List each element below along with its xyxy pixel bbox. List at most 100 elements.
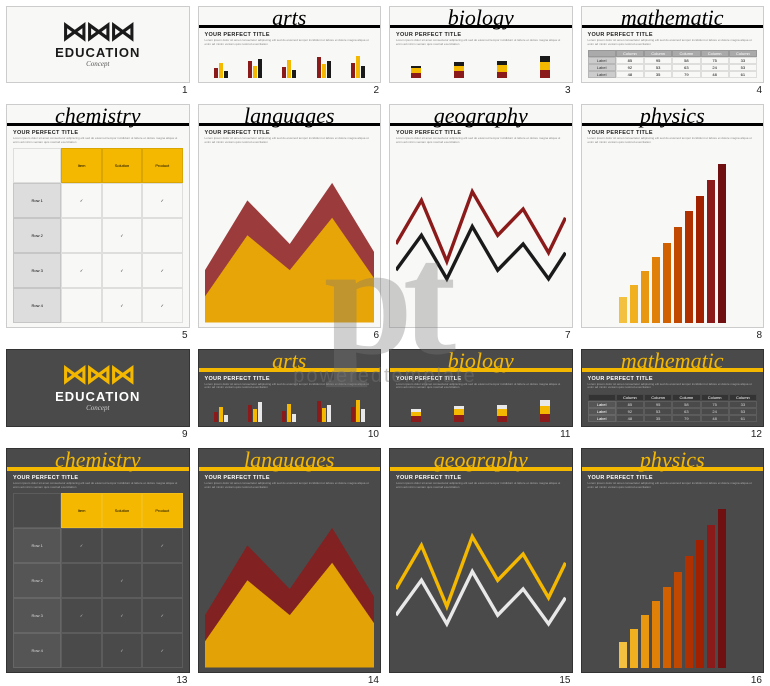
title-band: biology [390, 25, 572, 28]
slide-number: 10 [198, 429, 382, 440]
slide-thumbnail[interactable]: languagesYOUR PERFECT TITLELorem ipsum d… [198, 448, 382, 673]
table-cell: 85 [616, 401, 644, 408]
table-header-cell: Item [61, 493, 101, 528]
slide-thumbnail[interactable]: artsYOUR PERFECT TITLELorem ipsum dolor … [198, 349, 382, 427]
slide-thumbnail[interactable]: physicsYOUR PERFECT TITLELorem ipsum dol… [581, 448, 765, 673]
bar-stack [411, 50, 421, 78]
slide-title: physics [582, 449, 764, 471]
chart-area: ItemSolutionProductRow 1✓✓Row 2✓Row 3✓✓✓… [7, 491, 189, 672]
bar [351, 407, 355, 422]
title-band: geography [390, 123, 572, 126]
slide-thumbnail[interactable]: geographyYOUR PERFECT TITLELorem ipsum d… [389, 104, 573, 328]
slide-thumbnail[interactable]: mathematicYOUR PERFECT TITLELorem ipsum … [581, 349, 765, 427]
bar [224, 71, 228, 78]
table-cell: ✓ [61, 253, 101, 288]
slide-number: 13 [6, 675, 190, 686]
slide-cell: mathematicYOUR PERFECT TITLELorem ipsum … [581, 349, 765, 440]
bar [351, 63, 355, 78]
slide-title: mathematic [582, 7, 764, 29]
slide-thumbnail[interactable]: chemistryYOUR PERFECT TITLELorem ipsum d… [6, 448, 190, 673]
chart-area [390, 146, 572, 327]
bar [214, 68, 218, 78]
slide-thumbnail[interactable]: geographyYOUR PERFECT TITLELorem ipsum d… [389, 448, 573, 673]
dna-icon: ⋈⋈⋈ [62, 364, 134, 385]
bar [258, 59, 262, 79]
slide-number: 15 [389, 675, 573, 686]
chart-area [390, 48, 572, 82]
table-cell: 61 [729, 415, 757, 422]
bar-segment [497, 72, 507, 78]
slide-cell: ⋈⋈⋈EDUCATIONConcept9 [6, 349, 190, 440]
table-cell: 92 [616, 64, 644, 71]
bar-segment [540, 70, 550, 78]
table-cell: 75 [701, 57, 729, 64]
table-header-cell: Product [142, 148, 182, 183]
slide-thumbnail[interactable]: chemistryYOUR PERFECT TITLELorem ipsum d… [6, 104, 190, 328]
slide-title: biology [390, 7, 572, 29]
slide-blurb: Lorem ipsum dolor sit amet consectetur a… [390, 38, 572, 48]
bar [356, 56, 360, 78]
cover-title: EDUCATION [55, 45, 140, 60]
bar-stack [454, 394, 464, 422]
table-cell [102, 528, 142, 563]
table-header-cell: Product [142, 493, 182, 528]
table-cell [142, 563, 182, 598]
table-cell: ✓ [142, 528, 182, 563]
cover-content: ⋈⋈⋈EDUCATIONConcept [7, 350, 189, 426]
bar-segment [411, 416, 421, 422]
chart-area [199, 146, 381, 327]
table-cell: Row 2 [13, 218, 61, 253]
chart-area [582, 146, 764, 327]
table-header-cell: Column [616, 394, 644, 401]
bar [630, 629, 638, 667]
table-header-cell: Column [644, 50, 672, 57]
slide-thumbnail[interactable]: artsYOUR PERFECT TITLELorem ipsum dolor … [198, 6, 382, 83]
slide-thumbnail[interactable]: physicsYOUR PERFECT TITLELorem ipsum dol… [581, 104, 765, 328]
table-header-cell: Column [701, 50, 729, 57]
table-cell: 24 [701, 408, 729, 415]
title-band: arts [199, 368, 381, 372]
title-band: geography [390, 467, 572, 471]
table-cell: 58 [672, 57, 700, 64]
table-cell: 33 [729, 57, 757, 64]
bar-stack [454, 50, 464, 78]
bar-stack [540, 50, 550, 78]
slide-thumbnail[interactable]: ⋈⋈⋈EDUCATIONConcept [6, 349, 190, 427]
slide-blurb: Lorem ipsum dolor sit amet consectetur a… [199, 38, 381, 48]
data-table: ItemSolutionProductRow 1✓✓Row 2✓Row 3✓✓✓… [13, 493, 183, 668]
table-cell: Row 1 [13, 528, 61, 563]
slide-number: 3 [389, 85, 573, 96]
table-cell: 48 [701, 415, 729, 422]
slide-blurb: Lorem ipsum dolor sit amet consectetur a… [390, 481, 572, 491]
chart-area [199, 48, 381, 82]
slide-thumbnail[interactable]: mathematicYOUR PERFECT TITLELorem ipsum … [581, 6, 765, 83]
table-cell: 35 [644, 415, 672, 422]
slide-thumbnail[interactable]: biologyYOUR PERFECT TITLELorem ipsum dol… [389, 349, 573, 427]
table-cell: ✓ [102, 288, 142, 323]
cover-subtitle: Concept [86, 60, 109, 68]
cover-subtitle: Concept [86, 404, 109, 412]
table-cell: ✓ [142, 183, 182, 218]
table-header-cell: Column [729, 50, 757, 57]
table-cell: ✓ [142, 598, 182, 633]
table-cell: 63 [672, 408, 700, 415]
slide-blurb: Lorem ipsum dolor sit amet consectetur a… [7, 136, 189, 146]
table-cell: ✓ [142, 253, 182, 288]
bar [287, 60, 291, 78]
bar [327, 405, 331, 422]
table-cell: Label [588, 408, 616, 415]
table-cell: Row 4 [13, 288, 61, 323]
table-cell: 35 [644, 71, 672, 78]
table-cell: 48 [616, 71, 644, 78]
table-cell: Row 4 [13, 633, 61, 668]
area-chart [205, 493, 375, 668]
bar-segment [497, 65, 507, 72]
slide-thumbnail[interactable]: biologyYOUR PERFECT TITLELorem ipsum dol… [389, 6, 573, 83]
slide-thumbnail[interactable]: ⋈⋈⋈EDUCATIONConcept [6, 6, 190, 83]
rising-bar-chart [588, 148, 758, 323]
chart-area: ColumnColumnColumnColumnColumnLabel85955… [582, 392, 764, 426]
bar [224, 415, 228, 422]
slide-thumbnail[interactable]: languagesYOUR PERFECT TITLELorem ipsum d… [198, 104, 382, 328]
bar [282, 67, 286, 78]
bar [663, 243, 671, 323]
